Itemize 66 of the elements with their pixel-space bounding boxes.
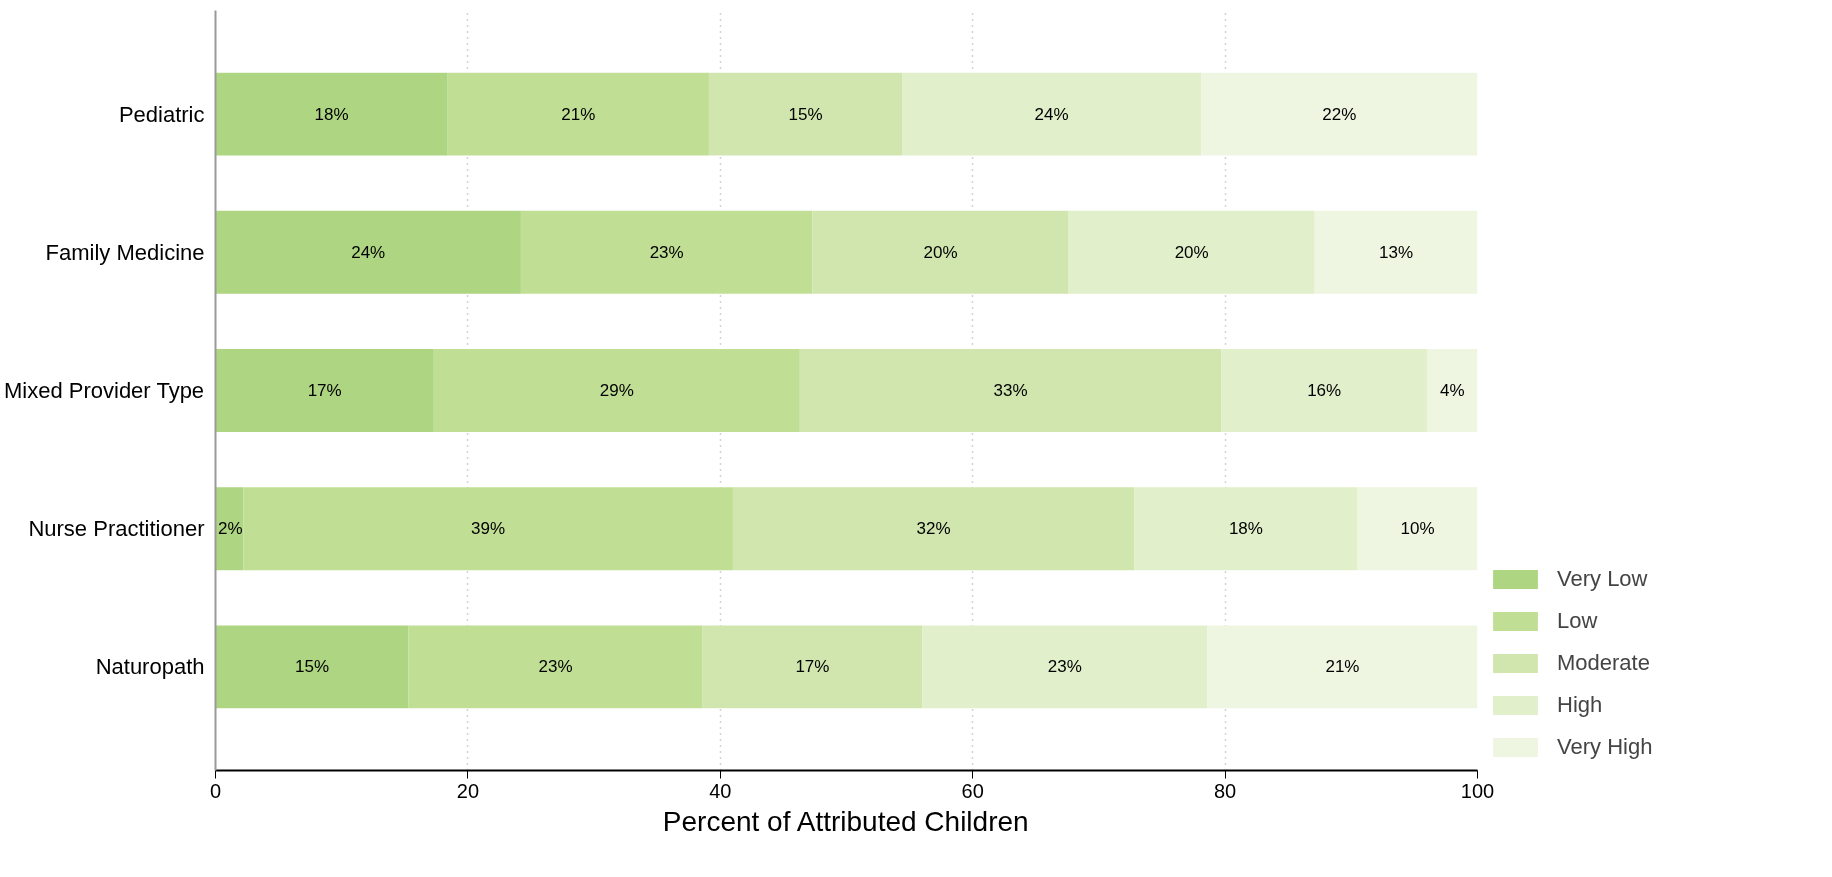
data-label: 22%: [1322, 104, 1357, 124]
bar: [922, 625, 1208, 709]
data-label: 18%: [1228, 519, 1263, 539]
data-label: 4%: [1439, 381, 1465, 400]
bar: [215, 72, 448, 156]
data-label: 20%: [1174, 242, 1209, 262]
x-tick-label: 80: [1213, 779, 1237, 802]
data-label: 21%: [561, 104, 596, 124]
bar: [702, 625, 923, 709]
data-label: 17%: [307, 381, 342, 400]
bar: [520, 210, 813, 294]
data-label: 33%: [993, 381, 1028, 400]
bar: [408, 625, 703, 709]
bar: [732, 487, 1135, 571]
bar: [1201, 72, 1478, 156]
bar: [1068, 210, 1315, 294]
data-label: 29%: [599, 381, 634, 400]
data-label: 17%: [795, 657, 830, 677]
bar: [812, 210, 1069, 294]
data-label: 21%: [1325, 657, 1360, 677]
x-axis-title: Percent of Attributed Children: [662, 805, 1029, 837]
bar: [1134, 487, 1358, 571]
x-tick-label: 0: [209, 779, 222, 802]
y-tick-label: Nurse Practitioner: [28, 516, 205, 542]
y-tick-label: Naturopath: [95, 654, 205, 680]
legend-label: Moderate: [1557, 650, 1650, 676]
x-tick-label: 60: [961, 779, 984, 802]
bar: [708, 72, 903, 156]
bar: [902, 72, 1202, 156]
data-label: 2%: [218, 519, 243, 539]
bar: [433, 349, 800, 432]
data-label: 23%: [538, 657, 573, 677]
x-tick-label: 40: [709, 779, 732, 802]
legend-label: Very Low: [1557, 566, 1648, 592]
bar: [447, 72, 709, 156]
data-label: 13%: [1379, 242, 1414, 262]
data-label: 23%: [649, 242, 684, 262]
y-tick-label: Pediatric: [118, 101, 205, 127]
legend-label: Very High: [1557, 734, 1653, 760]
data-label: 24%: [351, 242, 386, 262]
bar: [215, 349, 434, 432]
data-label: 32%: [916, 519, 951, 539]
bar: [1314, 210, 1478, 294]
data-label: 16%: [1307, 381, 1342, 400]
bar: [215, 625, 409, 709]
data-label: 24%: [1034, 104, 1069, 124]
data-label: 10%: [1400, 519, 1435, 539]
bar: [215, 210, 521, 294]
data-label: 20%: [923, 242, 958, 262]
legend-label: High: [1557, 692, 1603, 718]
bar: [1427, 349, 1478, 432]
y-tick-label: Family Medicine: [45, 239, 205, 265]
bar: [799, 349, 1222, 432]
data-label: 18%: [314, 104, 349, 124]
x-tick-label: 100: [1460, 779, 1495, 802]
bar: [1207, 625, 1478, 709]
x-tick-label: 20: [456, 779, 480, 802]
bar: [1357, 487, 1478, 571]
bar: [243, 487, 733, 571]
legend-label: Low: [1557, 608, 1598, 634]
data-label: 15%: [295, 657, 330, 677]
bar: [1221, 349, 1428, 432]
data-label: 15%: [788, 104, 823, 124]
data-label: 39%: [471, 519, 506, 539]
data-label: 23%: [1047, 657, 1082, 677]
y-tick-label: Mixed Provider Type: [3, 378, 205, 403]
